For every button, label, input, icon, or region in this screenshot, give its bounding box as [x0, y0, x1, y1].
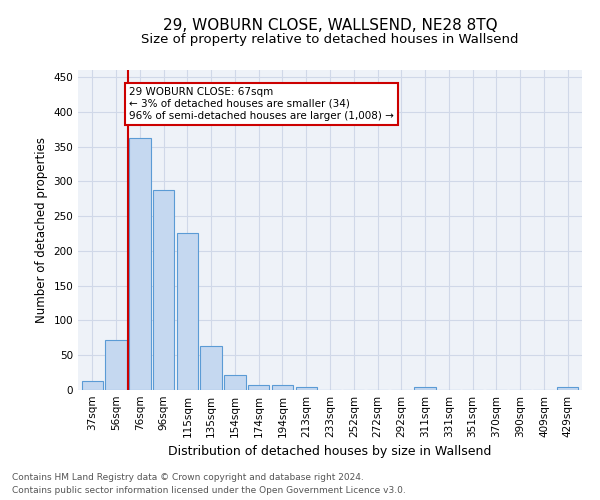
- Bar: [557, 386, 578, 390]
- Bar: [272, 385, 293, 390]
- Text: Contains public sector information licensed under the Open Government Licence v3: Contains public sector information licen…: [12, 486, 406, 495]
- Y-axis label: Number of detached properties: Number of detached properties: [35, 137, 48, 323]
- Bar: [415, 386, 436, 390]
- Bar: [82, 381, 103, 390]
- Text: 29 WOBURN CLOSE: 67sqm
← 3% of detached houses are smaller (34)
96% of semi-deta: 29 WOBURN CLOSE: 67sqm ← 3% of detached …: [129, 88, 394, 120]
- Text: Contains HM Land Registry data © Crown copyright and database right 2024.: Contains HM Land Registry data © Crown c…: [12, 474, 364, 482]
- Bar: [129, 138, 151, 390]
- Bar: [153, 190, 174, 390]
- X-axis label: Distribution of detached houses by size in Wallsend: Distribution of detached houses by size …: [169, 446, 491, 458]
- Bar: [224, 374, 245, 390]
- Bar: [248, 385, 269, 390]
- Text: Size of property relative to detached houses in Wallsend: Size of property relative to detached ho…: [141, 32, 519, 46]
- Bar: [106, 340, 127, 390]
- Bar: [176, 234, 198, 390]
- Text: 29, WOBURN CLOSE, WALLSEND, NE28 8TQ: 29, WOBURN CLOSE, WALLSEND, NE28 8TQ: [163, 18, 497, 32]
- Bar: [296, 386, 317, 390]
- Bar: [200, 346, 222, 390]
